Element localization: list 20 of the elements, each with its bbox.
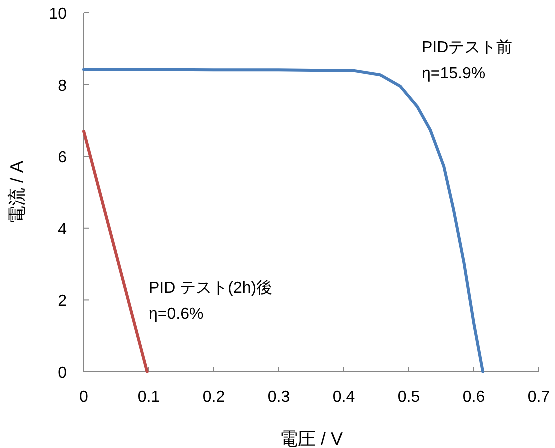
series-label: PID テスト(2h)後: [149, 279, 273, 298]
y-tick-label: 0: [58, 365, 68, 382]
x-tick-label: 0.7: [528, 389, 550, 406]
x-axis-title: 電圧 / V: [280, 429, 344, 448]
x-tick-label: 0.2: [202, 389, 226, 406]
y-tick-label: 6: [58, 150, 68, 167]
annotation: η=15.9%: [422, 65, 486, 82]
x-tick-label: 0.4: [332, 389, 356, 406]
y-tick-label: 10: [49, 6, 68, 23]
y-axis-title: 電流 / A: [7, 160, 27, 224]
y-tick-label: 2: [58, 293, 68, 310]
x-tick-label: 0: [80, 389, 89, 406]
text: PIDテスト前: [422, 38, 513, 56]
y-tick-label: 4: [58, 221, 68, 238]
annotation: η=0.6%: [149, 306, 204, 324]
x-tick-label: 0.5: [398, 389, 420, 406]
x-tick-label: 0.3: [268, 389, 290, 406]
x-tick-label: 0.6: [462, 389, 486, 406]
x-tick-label: 0.1: [138, 389, 160, 406]
y-tick-label: 8: [58, 78, 68, 95]
